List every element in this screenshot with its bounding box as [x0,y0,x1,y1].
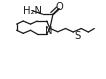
Text: N: N [45,26,52,36]
Text: H₂N: H₂N [23,6,42,16]
Text: O: O [56,2,64,12]
Text: S: S [74,31,81,41]
